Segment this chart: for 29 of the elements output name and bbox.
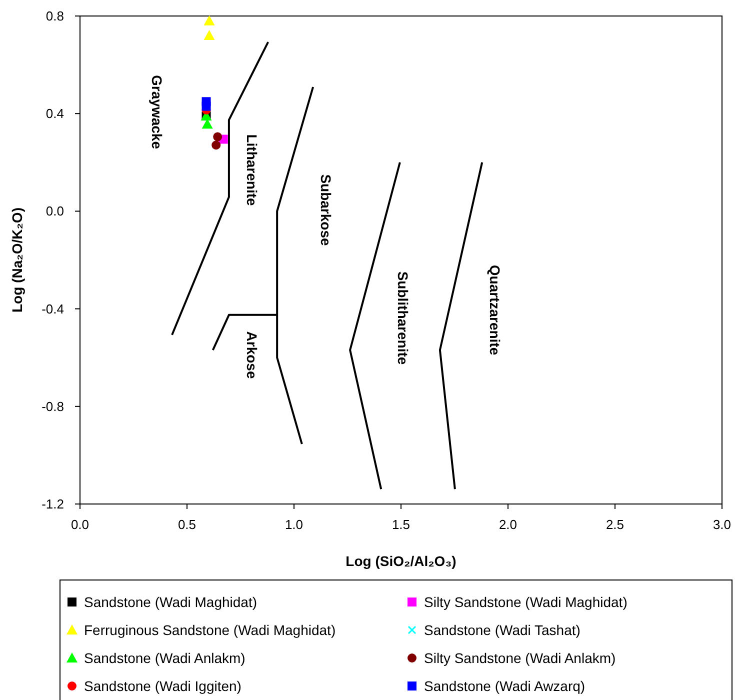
- x-tick-label: 2.0: [498, 517, 518, 532]
- y-axis-title: Log (Na₂O/K₂O): [9, 208, 25, 312]
- annotation: Litharenite: [244, 134, 260, 206]
- y-tick-label: -1.2: [42, 496, 64, 512]
- x-axis-title: Log (SiO₂/Al₂O₃): [346, 553, 456, 569]
- annotation: Sublitharenite: [395, 271, 411, 365]
- legend-label: Sandstone (Wadi Iggiten): [84, 678, 242, 694]
- legend-label: Sandstone (Wadi Maghidat): [84, 594, 258, 610]
- y-tick-label: 0.4: [46, 106, 64, 122]
- annotation: Arkose: [244, 331, 260, 379]
- legend-label: Sandstone (Wadi Anlakm): [84, 650, 246, 666]
- annotation: Subarkose: [318, 174, 334, 246]
- annotation: Graywacke: [149, 75, 165, 150]
- x-tick-label: 3.0: [712, 517, 732, 532]
- x-tick-label: 2.5: [606, 517, 624, 532]
- y-tick-label: -0.8: [42, 398, 64, 414]
- x-tick-label: 0.0: [70, 517, 90, 532]
- y-tick-label: 0.0: [46, 204, 64, 219]
- x-tick-label: 1.5: [392, 517, 410, 532]
- y-tick-label: -0.4: [42, 301, 64, 316]
- legend-label: Ferruginous Sandstone (Wadi Maghidat): [84, 622, 336, 638]
- x-tick-label: 0.5: [178, 517, 196, 532]
- legend-label: Silty Sandstone (Wadi Anlakm): [424, 650, 616, 666]
- x-tick-label: 1.0: [284, 517, 304, 532]
- y-tick-label: 0.8: [46, 8, 64, 24]
- legend-label: Sandstone (Wadi Awzarq): [424, 678, 586, 694]
- legend-label: Silty Sandstone (Wadi Maghidat): [424, 594, 628, 610]
- annotation: Quartzarenite: [487, 264, 503, 356]
- legend-label: Sandstone (Wadi Tashat): [424, 622, 580, 638]
